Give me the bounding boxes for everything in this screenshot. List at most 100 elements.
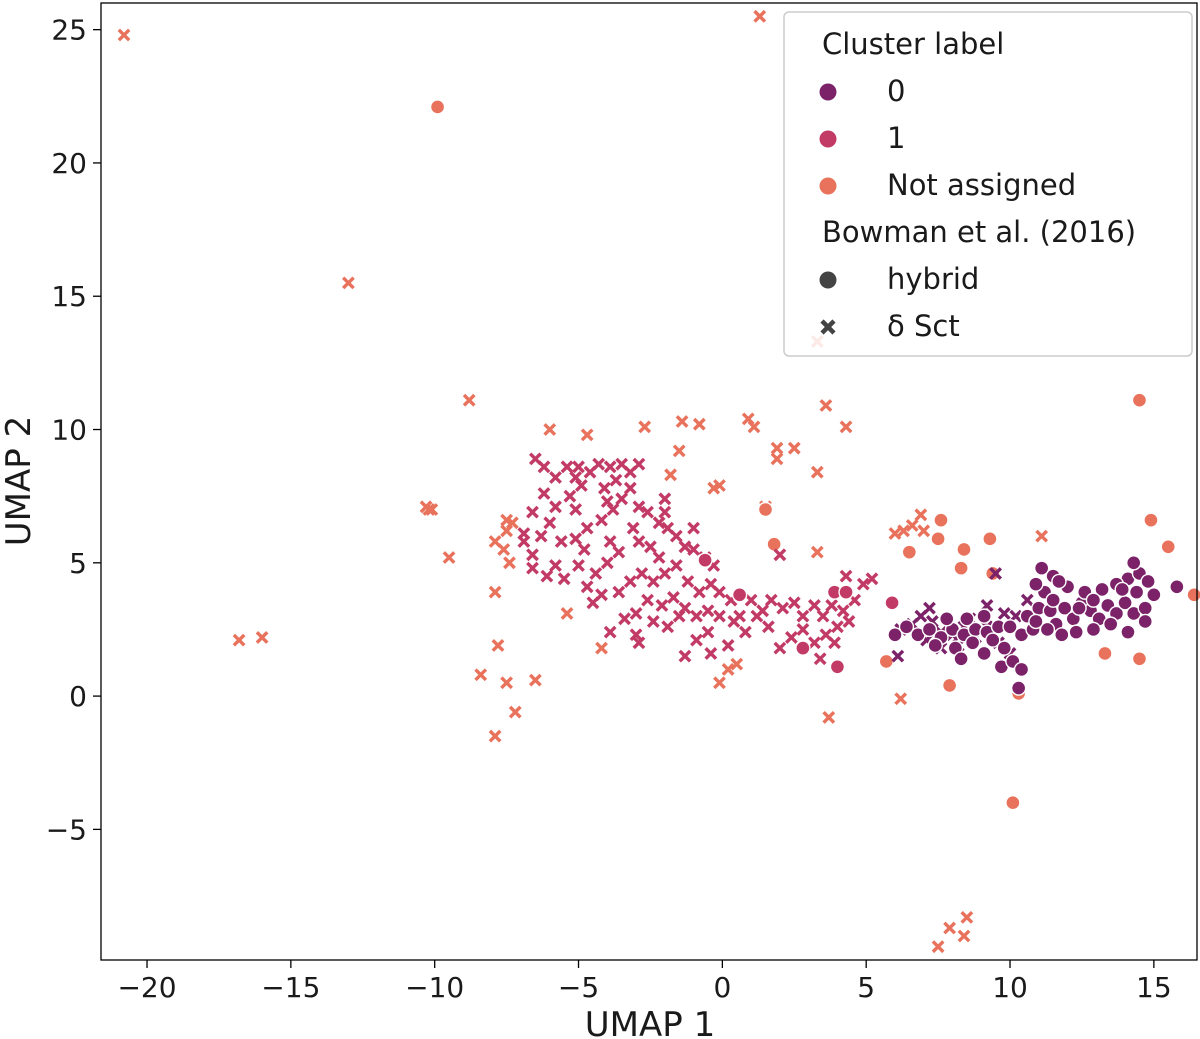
point-not-assigned-hybrid (1131, 392, 1148, 408)
y-tick-label: 10 (51, 414, 87, 447)
point-not-assigned-sct (543, 423, 557, 436)
point-not-assigned-sct (819, 399, 833, 412)
point-1-sct (526, 561, 539, 575)
point-1-sct (701, 625, 715, 639)
point-0-hybrid (1085, 592, 1102, 608)
point-not-assigned-hybrid (1160, 539, 1176, 555)
point-0-hybrid (1103, 616, 1119, 632)
point-not-assigned-sct (897, 524, 910, 538)
point-0-hybrid (927, 637, 943, 654)
point-not-assigned-sct (595, 641, 608, 655)
point-1-sct (856, 577, 870, 591)
point-not-assigned-sct (770, 441, 784, 455)
point-1-sct (667, 591, 680, 604)
y-tick-label: 15 (51, 280, 87, 313)
point-0-hybrid (1033, 560, 1050, 576)
point-1-sct (612, 545, 626, 559)
point-1-sct (761, 620, 775, 634)
x-axis-label: UMAP 1 (585, 1005, 715, 1039)
point-1-sct (681, 575, 695, 588)
point-not-assigned-sct (960, 910, 974, 924)
point-not-assigned-hybrid (956, 541, 972, 558)
point-1-sct (796, 623, 810, 636)
point-1-sct (600, 556, 614, 570)
point-not-assigned-sct (943, 921, 957, 935)
point-1-sct (721, 639, 735, 652)
point-not-assigned-sct (117, 28, 131, 42)
point-not-assigned-sct (894, 692, 908, 706)
legend-label-dsct: δ Sct (887, 309, 960, 343)
point-1-sct (563, 489, 577, 503)
point-1-sct (690, 609, 703, 623)
point-0-hybrid (1120, 624, 1136, 640)
point-1-sct (808, 599, 821, 612)
point-0-sct (923, 601, 936, 615)
x-tick-label: 5 (857, 971, 875, 1004)
point-1-sct (773, 548, 787, 562)
point-1-sct (831, 620, 844, 634)
point-1-sct (704, 647, 718, 660)
point-0-hybrid (887, 627, 903, 643)
point-1-sct (646, 575, 660, 588)
point-1-sct (557, 572, 571, 586)
point-1-sct (839, 569, 853, 583)
legend-label-cluster-1: 1 (887, 121, 905, 155)
point-1-sct (669, 559, 683, 572)
point-0-hybrid (1128, 584, 1145, 600)
point-0-hybrid (939, 611, 955, 627)
point-not-assigned-sct (664, 468, 677, 482)
point-1-sct (623, 481, 637, 495)
point-1-sct (727, 615, 741, 628)
point-not-assigned-sct (497, 543, 511, 556)
point-1-sct (661, 620, 675, 634)
point-1-sct (635, 567, 649, 580)
point-1-hybrid (838, 584, 854, 600)
point-1-sct (603, 625, 617, 639)
point-not-assigned-sct (787, 441, 801, 455)
point-1-hybrid (795, 640, 811, 656)
point-0-hybrid (1146, 587, 1162, 603)
y-axis-label: UMAP 2 (0, 416, 39, 546)
point-not-assigned-hybrid (941, 677, 958, 694)
point-not-assigned-sct (488, 585, 502, 599)
axes-frame (100, 2, 1198, 961)
point-0-sct (891, 649, 905, 663)
point-1-sct (554, 535, 568, 548)
point-0-hybrid (959, 611, 975, 627)
point-not-assigned-sct (931, 940, 945, 954)
point-1-sct (549, 559, 562, 572)
point-0-hybrid (1010, 680, 1027, 696)
point-0-hybrid (1013, 661, 1030, 678)
point-1-sct (641, 593, 654, 607)
point-1-sct (738, 625, 752, 639)
point-0-hybrid (953, 651, 969, 667)
point-not-assigned-sct (753, 9, 767, 23)
point-not-assigned-sct (888, 527, 902, 540)
point-not-assigned-sct (442, 551, 456, 564)
point-1-sct (784, 631, 798, 644)
point-not-assigned-hybrid (757, 501, 774, 518)
point-1-sct (764, 593, 778, 607)
point-1-hybrid (731, 587, 748, 603)
point-1-sct (652, 551, 666, 564)
point-1-sct (646, 615, 660, 628)
point-0-hybrid (1094, 581, 1110, 598)
point-1-sct (540, 569, 554, 583)
point-not-assigned-sct (713, 479, 726, 492)
point-1-sct (658, 505, 672, 519)
point-1-sct (655, 599, 669, 612)
point-1-sct (750, 609, 764, 623)
point-1-sct (813, 652, 827, 666)
point-1-sct (632, 457, 646, 471)
point-1-sct (652, 516, 666, 530)
point-0-hybrid (996, 640, 1012, 656)
point-1-sct (592, 457, 606, 471)
point-1-hybrid (884, 595, 900, 611)
point-not-assigned-sct (462, 393, 476, 407)
point-1-sct (612, 585, 626, 599)
point-1-sct (773, 641, 787, 655)
point-not-assigned-hybrid (766, 536, 782, 552)
point-not-assigned-sct (822, 711, 836, 724)
point-1-sct (580, 580, 594, 594)
